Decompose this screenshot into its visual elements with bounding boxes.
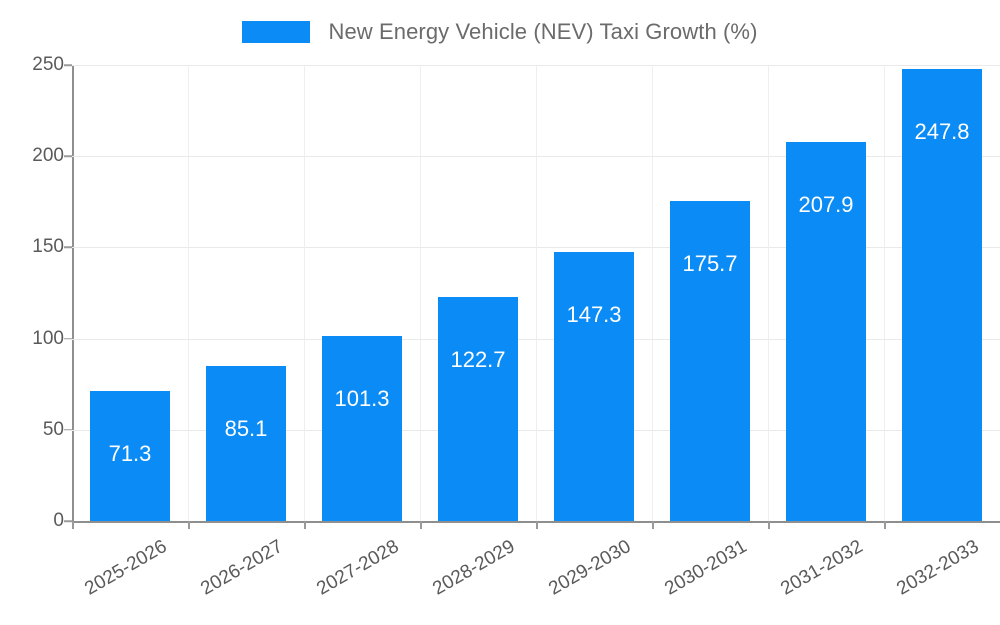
legend-item-nev-taxi-growth[interactable]: New Energy Vehicle (NEV) Taxi Growth (%) bbox=[242, 19, 757, 45]
bar[interactable]: 122.7 bbox=[438, 297, 518, 521]
bar[interactable]: 101.3 bbox=[322, 336, 402, 521]
bar[interactable]: 247.8 bbox=[902, 69, 982, 521]
bar[interactable]: 71.3 bbox=[90, 390, 170, 521]
y-axis-tick-mark bbox=[64, 520, 72, 522]
x-axis-tick-mark bbox=[72, 521, 74, 529]
bar[interactable]: 207.9 bbox=[786, 141, 866, 521]
legend-label: New Energy Vehicle (NEV) Taxi Growth (%) bbox=[328, 19, 758, 44]
gridline-vertical bbox=[420, 65, 421, 521]
x-axis-tick-label: 2028-2029 bbox=[429, 536, 519, 600]
bar-chart: New Energy Vehicle (NEV) Taxi Growth (%)… bbox=[0, 14, 1000, 600]
legend-color-swatch bbox=[242, 21, 311, 43]
bar-value-label: 85.1 bbox=[224, 415, 268, 441]
bar-value-label: 122.7 bbox=[450, 347, 506, 373]
bar-value-label: 207.9 bbox=[798, 191, 854, 217]
x-axis-tick-mark bbox=[768, 521, 770, 529]
gridline-vertical bbox=[884, 65, 885, 521]
bar[interactable]: 175.7 bbox=[670, 200, 750, 521]
y-axis-tick-mark bbox=[64, 337, 72, 340]
bar-value-label: 71.3 bbox=[108, 440, 152, 466]
gridline-vertical bbox=[768, 65, 769, 521]
y-axis-tick-mark bbox=[64, 155, 72, 157]
gridline-vertical bbox=[536, 65, 537, 521]
x-axis-tick-mark bbox=[420, 521, 422, 529]
x-axis-tick-mark bbox=[536, 521, 538, 529]
y-axis-tick-label: 0 bbox=[53, 510, 64, 531]
x-axis-tick-label: 2030-2031 bbox=[661, 536, 751, 600]
gridline-vertical bbox=[188, 65, 189, 521]
x-axis-tick-label: 2027-2028 bbox=[313, 536, 403, 600]
y-axis-tick-label: 100 bbox=[32, 327, 64, 349]
bar-value-label: 247.8 bbox=[914, 119, 970, 145]
y-axis-tick-mark bbox=[64, 64, 72, 66]
x-axis-tick-label: 2025-2026 bbox=[81, 536, 171, 600]
gridline-vertical bbox=[652, 65, 653, 521]
y-axis-tick-mark bbox=[64, 429, 72, 431]
y-axis-tick-label: 200 bbox=[32, 145, 64, 167]
x-axis-tick-label: 2029-2030 bbox=[545, 536, 635, 600]
y-axis-spine bbox=[72, 65, 74, 522]
x-axis-tick-label: 2026-2027 bbox=[197, 536, 287, 600]
y-axis-tick-mark bbox=[64, 246, 72, 249]
bar[interactable]: 85.1 bbox=[206, 365, 286, 521]
bar-value-label: 101.3 bbox=[334, 386, 390, 412]
bar-value-label: 175.7 bbox=[682, 250, 738, 276]
gridline-vertical bbox=[304, 65, 305, 521]
x-axis-tick-label: 2031-2032 bbox=[777, 536, 867, 600]
y-axis-tick-label: 150 bbox=[32, 236, 64, 258]
x-axis-tick-label: 2032-2033 bbox=[893, 536, 983, 600]
y-axis-tick-label: 250 bbox=[32, 54, 64, 75]
y-axis-tick-label: 50 bbox=[42, 418, 64, 440]
bar-value-label: 147.3 bbox=[566, 302, 622, 328]
x-axis-tick-mark bbox=[652, 521, 654, 529]
bar[interactable]: 147.3 bbox=[554, 252, 634, 521]
x-axis-tick-mark bbox=[188, 521, 190, 529]
x-axis-tick-mark bbox=[304, 521, 306, 529]
plot-area: 71.3 85.1 101.3 122.7 147.3 175.7 207.9 247.8 bbox=[72, 65, 1000, 521]
chart-legend: New Energy Vehicle (NEV) Taxi Growth (%) bbox=[0, 14, 1000, 50]
x-axis-tick-mark bbox=[884, 521, 886, 529]
